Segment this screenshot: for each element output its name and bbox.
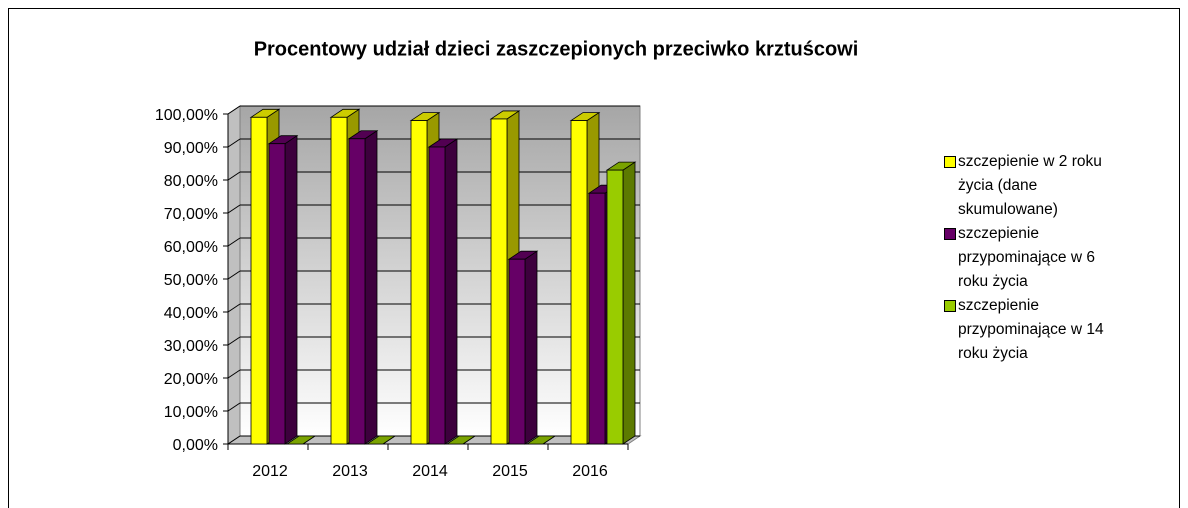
legend-item: szczepienie przypominające w 14 roku życ… <box>944 294 1124 366</box>
grid-line <box>227 105 241 115</box>
x-tick-label: 2016 <box>572 463 608 480</box>
legend-item: szczepienie w 2 roku życia (dane skumulo… <box>944 150 1124 222</box>
legend-label: szczepienie przypominające w 6 roku życi… <box>958 225 1095 290</box>
grid-line <box>227 402 241 412</box>
grid-line <box>227 336 241 346</box>
legend-swatch <box>944 156 956 168</box>
grid-line <box>227 204 241 214</box>
chart-title: Procentowy udział dzieci zaszczepionych … <box>254 38 859 60</box>
grid-line <box>227 237 241 247</box>
bar <box>606 169 624 445</box>
grid-line <box>227 369 241 379</box>
bar-top <box>365 435 397 445</box>
y-tick-label: 70,00% <box>164 206 218 223</box>
y-tick-label: 20,00% <box>164 371 218 388</box>
bar <box>330 116 348 445</box>
bar <box>410 120 428 445</box>
y-tick-label: 30,00% <box>164 338 218 355</box>
grid-line <box>227 138 241 148</box>
y-tick-label: 100,00% <box>155 107 218 124</box>
grid-line <box>227 303 241 313</box>
bar-top <box>525 435 557 445</box>
bar-top <box>285 435 317 445</box>
grid-line <box>227 435 241 445</box>
grid-line <box>227 270 241 280</box>
x-tick-label: 2013 <box>332 463 368 480</box>
bar-side <box>444 138 458 445</box>
x-tick-label: 2012 <box>252 463 288 480</box>
y-tick-label: 80,00% <box>164 173 218 190</box>
bar <box>268 143 286 445</box>
bar-side <box>364 130 378 445</box>
y-tick-label: 60,00% <box>164 239 218 256</box>
y-tick-label: 40,00% <box>164 305 218 322</box>
bar-top <box>445 435 477 445</box>
y-tick-label: 0,00% <box>173 437 218 454</box>
bar <box>508 258 526 445</box>
y-tick-label: 90,00% <box>164 140 218 157</box>
bar-side <box>524 250 538 445</box>
bar <box>588 192 606 445</box>
bar <box>570 120 588 445</box>
bar <box>490 118 508 445</box>
legend-label: szczepienie w 2 roku życia (dane skumulo… <box>958 153 1102 218</box>
grid-line <box>227 171 241 181</box>
y-tick-label: 10,00% <box>164 404 218 421</box>
bar-side <box>622 161 636 445</box>
legend-swatch <box>944 300 956 312</box>
frame <box>8 8 1180 508</box>
bar-side <box>284 134 298 445</box>
legend: szczepienie w 2 roku życia (dane skumulo… <box>944 150 1124 366</box>
y-tick-label: 50,00% <box>164 272 218 289</box>
x-tick-label: 2014 <box>412 463 448 480</box>
bar <box>428 146 446 445</box>
legend-swatch <box>944 228 956 240</box>
x-tick-label: 2015 <box>492 463 528 480</box>
bar <box>250 116 268 445</box>
legend-label: szczepienie przypominające w 14 roku życ… <box>958 297 1104 362</box>
bar <box>348 138 366 445</box>
legend-item: szczepienie przypominające w 6 roku życi… <box>944 222 1124 294</box>
